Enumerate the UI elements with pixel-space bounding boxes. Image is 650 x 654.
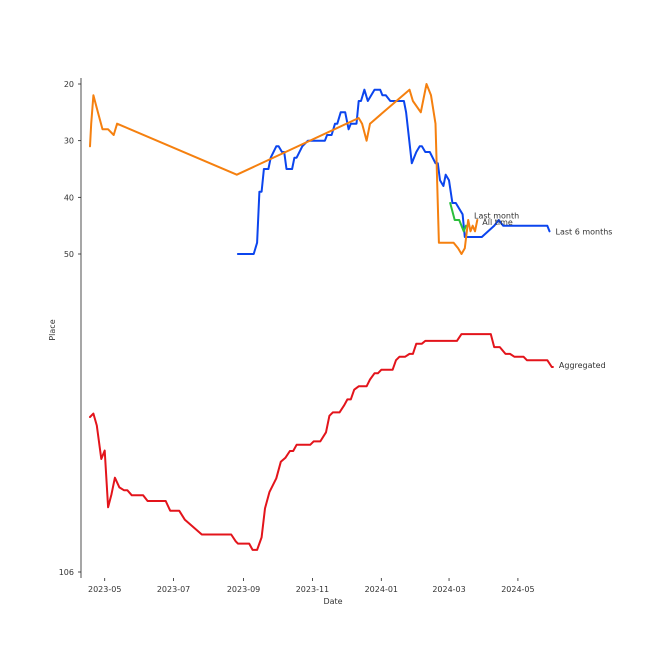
y-tick-label: 106	[59, 568, 74, 577]
series-label-last-month: Last month	[474, 212, 519, 221]
x-axis-ticks: 2023-05 2023-07 2023-09 2023-11 2024-01 2024-…	[88, 578, 535, 594]
series-line-last-month	[449, 202, 467, 233]
y-tick-label: 30	[64, 137, 74, 146]
x-tick-label: 2024-05	[501, 585, 534, 594]
x-tick-label: 2024-03	[432, 585, 465, 594]
axes: 2023-05 2023-07 2023-09 2023-11 2024-01 2024-…	[48, 78, 535, 606]
series-line-all-time	[89, 83, 479, 255]
series-line-last-6-months	[236, 88, 551, 255]
x-tick-label: 2023-11	[296, 585, 329, 594]
y-tick-label: 50	[64, 250, 74, 259]
x-tick-label: 2024-01	[365, 585, 398, 594]
x-tick-label: 2023-07	[157, 585, 190, 594]
series-line-aggregated	[89, 333, 554, 551]
y-tick-label: 20	[64, 80, 74, 89]
series-label-all-time: All time	[482, 218, 513, 227]
series-label-last-6-months: Last 6 months	[556, 227, 613, 236]
x-tick-label: 2023-05	[88, 585, 121, 594]
x-axis-title: Date	[323, 597, 342, 606]
y-axis-title: Place	[48, 319, 57, 340]
y-axis-ticks: 20 30 40 50 106	[59, 80, 81, 577]
series-label-aggregated: Aggregated	[559, 361, 606, 370]
x-tick-label: 2023-09	[227, 585, 260, 594]
y-tick-label: 40	[64, 193, 74, 202]
series-lines	[89, 83, 554, 551]
